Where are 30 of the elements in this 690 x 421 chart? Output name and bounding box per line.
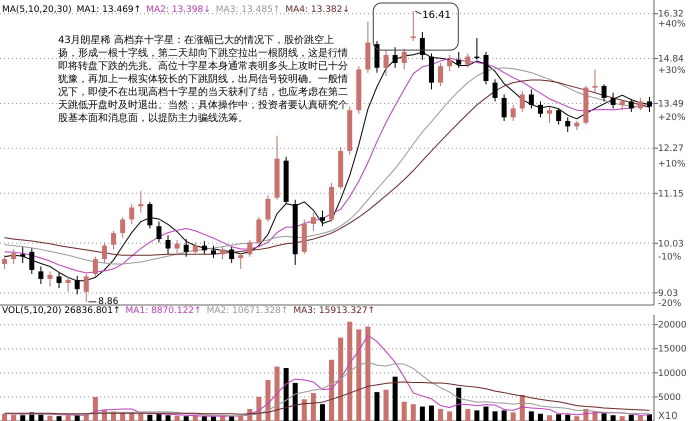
y-tick-label: 11.15 (658, 189, 684, 200)
text: X10 (658, 411, 678, 421)
y-tick-label: 9.03 (658, 288, 678, 299)
text: MA3: 13.485↑ (216, 5, 280, 15)
y2-tick-label: +30% (658, 66, 686, 76)
y-tick-label: 10000 (658, 368, 687, 379)
annotation: 16.41 (422, 10, 451, 22)
y-tick-label: 14.84 (658, 54, 684, 65)
y-tick-label: 12.27 (658, 144, 684, 154)
y-tick-label: 13.49 (658, 100, 684, 110)
text: MA1: 13.469↑ (76, 5, 142, 15)
annotation: 43月朗星稀 高档弃十字星：在涨幅已大的情况下，股价跳空上扬，形成一根十字线，第二天却向下跳空拉出一根阴线，这是行情即将转盘下跌的先兆。高位十字星本身通常表明多头上攻时已十分犹豫，再加上一根实体较长的下跳阴线，出局信号较明确。一般情况下，即使不在出现高档十字星的当天获利了结，也应考虑在第二天跳低开盘时及时退出。当然，具体操作中，投资者要认真研究个股基本面和消息面，以提防主力骗线洗筹。 (58, 34, 349, 125)
legend-title: MA(5,10,20,30) (2, 5, 72, 15)
y2-tick-label: +10% (658, 159, 686, 170)
annotation: 8.86 (98, 296, 119, 307)
text: MA1: 8870.122↑ (126, 306, 202, 316)
y-tick-label: 15000 (658, 344, 687, 355)
text: MA2: 13.398↓ (146, 5, 211, 15)
y2-tick-label: -20% (658, 299, 682, 309)
legend-title: VOL(5,10,20) 26836.801↑ (2, 306, 121, 316)
y2-tick-label: +20% (658, 112, 686, 123)
y-tick-label: 10.03 (658, 239, 684, 250)
text: MA3: 15913.327↑ (293, 306, 376, 316)
y2-tick-label: +40% (658, 20, 686, 30)
y-tick-label: 20000 (658, 320, 687, 331)
y-tick-label: 16.32 (658, 10, 684, 20)
text: MA2: 10671.328↑ (206, 306, 288, 316)
y-tick-label: 5000 (658, 392, 682, 403)
text: MA4: 13.382↓ (285, 5, 350, 15)
y2-tick-label: -10% (658, 252, 682, 262)
